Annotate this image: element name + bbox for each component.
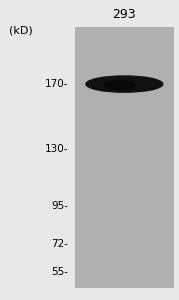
Text: (kD): (kD) — [9, 26, 33, 35]
Text: 95-: 95- — [51, 201, 68, 212]
Text: 72-: 72- — [51, 239, 68, 249]
Ellipse shape — [104, 81, 135, 90]
Text: 170-: 170- — [45, 79, 68, 89]
Text: 293: 293 — [113, 8, 136, 21]
Text: 130-: 130- — [45, 144, 68, 154]
Text: 55-: 55- — [51, 267, 68, 277]
Ellipse shape — [86, 76, 163, 92]
